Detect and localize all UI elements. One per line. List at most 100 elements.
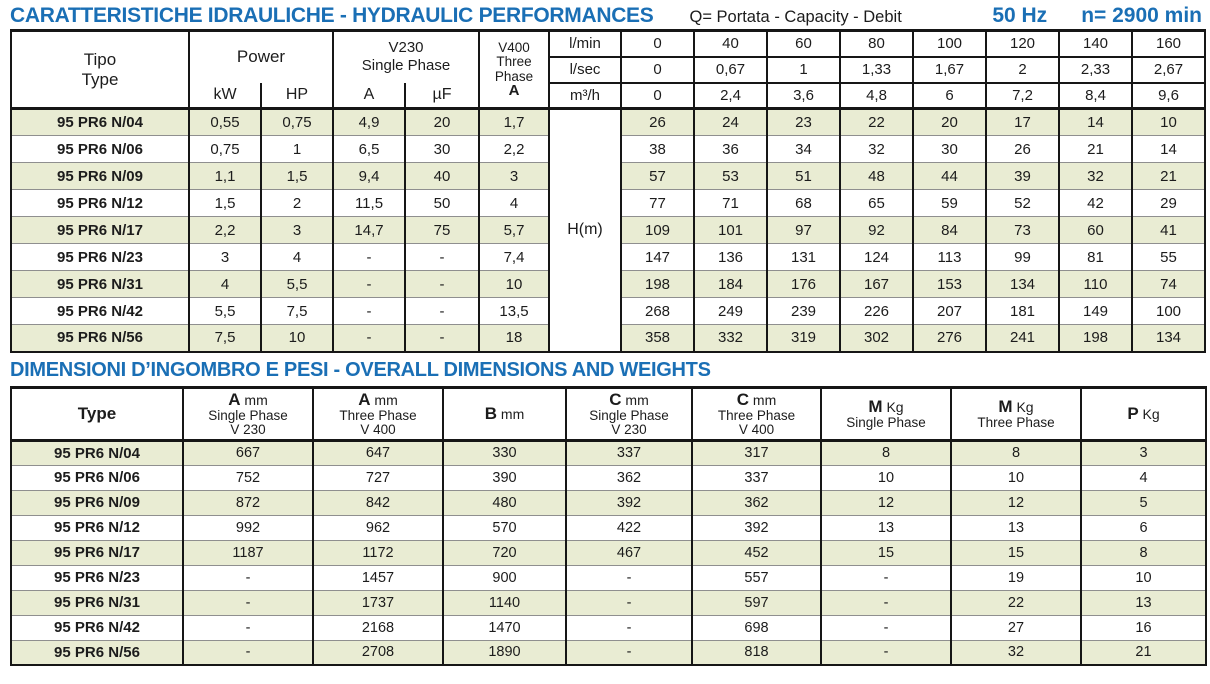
head-value: 24 bbox=[693, 108, 767, 136]
dim-value: 842 bbox=[312, 489, 443, 515]
head-value: 59 bbox=[912, 189, 986, 217]
head-value: 42 bbox=[1058, 189, 1132, 217]
power-hp: 1,5 bbox=[260, 162, 333, 190]
head-value: 51 bbox=[766, 162, 840, 190]
head-value: 113 bbox=[912, 243, 986, 271]
power-kw: 7,5 bbox=[188, 324, 261, 352]
dim-value: 4 bbox=[1080, 464, 1206, 490]
dim-value: 362 bbox=[691, 489, 821, 515]
power-hp: 10 bbox=[260, 324, 333, 352]
current-400: 7,4 bbox=[478, 243, 549, 271]
pump-type: 95 PR6 N/31 bbox=[10, 270, 189, 298]
column-header-tipo-it: Tipo bbox=[83, 49, 117, 69]
dim-value: 900 bbox=[442, 564, 566, 590]
dim-value: 1457 bbox=[312, 564, 443, 590]
dim-value: 872 bbox=[182, 489, 313, 515]
dim-value: - bbox=[565, 639, 692, 665]
head-value: 147 bbox=[620, 243, 694, 271]
dim-value: 15 bbox=[950, 539, 1081, 565]
dim-column-header-8: P Kg bbox=[1080, 387, 1206, 440]
column-header-hp: HP bbox=[260, 82, 333, 109]
head-value: 124 bbox=[839, 243, 913, 271]
head-value: 20 bbox=[912, 108, 986, 136]
flow-value-m3h-1: 2,4 bbox=[693, 82, 767, 109]
pump-type: 95 PR6 N/17 bbox=[10, 216, 189, 244]
dim-value: 698 bbox=[691, 614, 821, 640]
current-230: 14,7 bbox=[332, 216, 405, 244]
flow-value-lmin-5: 120 bbox=[985, 30, 1059, 58]
head-value: 249 bbox=[693, 297, 767, 325]
dimensions-row-0: 95 PR6 N/04 667 647 330 337 317 8 8 3 bbox=[10, 439, 1206, 465]
hydraulic-row-0: 95 PR6 N/04 0,55 0,75 4,9 20 1,7 H(m) 26 24 23 22 2… bbox=[10, 108, 1205, 352]
pump-type: 95 PR6 N/23 bbox=[10, 243, 189, 271]
dim-header-letter: A bbox=[358, 389, 371, 409]
dim-value: 317 bbox=[691, 439, 821, 465]
pump-type: 95 PR6 N/23 bbox=[10, 564, 183, 590]
dim-column-header-4: C mm Single Phase V 230 bbox=[565, 387, 692, 440]
dim-value: 13 bbox=[820, 514, 951, 540]
head-value: 101 bbox=[693, 216, 767, 244]
flow-value-lmin-0: 0 bbox=[620, 30, 694, 58]
dim-value: 8 bbox=[950, 439, 1081, 465]
head-value: 109 bbox=[620, 216, 694, 244]
head-value: 167 bbox=[839, 270, 913, 298]
dim-value: 10 bbox=[820, 464, 951, 490]
hydraulic-performance-table: Tipo Type Power V230 Single Phase V400 T… bbox=[10, 29, 1206, 353]
pump-type: 95 PR6 N/12 bbox=[10, 189, 189, 217]
head-value: 73 bbox=[985, 216, 1059, 244]
head-value: 71 bbox=[693, 189, 767, 217]
unit-m3h: m³/h bbox=[548, 82, 621, 109]
capacitor-uf: 30 bbox=[404, 135, 479, 163]
single-phase-label: Single Phase bbox=[361, 57, 451, 75]
current-400: 2,2 bbox=[478, 135, 549, 163]
flow-value-lsec-3: 1,33 bbox=[839, 56, 913, 84]
head-value: 302 bbox=[839, 324, 913, 352]
head-value: 57 bbox=[620, 162, 694, 190]
dim-column-header-0: Type bbox=[10, 387, 183, 440]
dim-value: - bbox=[820, 614, 951, 640]
power-hp: 2 bbox=[260, 189, 333, 217]
head-value: 77 bbox=[620, 189, 694, 217]
power-kw: 1,1 bbox=[188, 162, 261, 190]
current-400: 3 bbox=[478, 162, 549, 190]
hydraulic-row-1: 95 PR6 N/06 0,75 1 6,5 30 2,2 38 36 34 32 30 26 21 14 bbox=[10, 135, 1205, 163]
head-value: 97 bbox=[766, 216, 840, 244]
head-value: 319 bbox=[766, 324, 840, 352]
dimensions-row-6: 95 PR6 N/31-1737 1140-597-22 13 bbox=[10, 589, 1206, 615]
head-value: 44 bbox=[912, 162, 986, 190]
pump-type: 95 PR6 N/06 bbox=[10, 464, 183, 490]
hydraulic-row-8: 95 PR6 N/56 7,5 10- -18 358 332 319 302 276 241 19… bbox=[10, 324, 1205, 352]
three-label: Three bbox=[496, 54, 532, 69]
current-400: 1,7 bbox=[478, 108, 549, 136]
dim-value: 10 bbox=[1080, 564, 1206, 590]
dim-value: 647 bbox=[312, 439, 443, 465]
section-title-hydraulic: CARATTERISTICHE IDRAULICHE - HYDRAULIC P… bbox=[10, 4, 654, 27]
power-hp: 5,5 bbox=[260, 270, 333, 298]
dim-header-letter: C bbox=[736, 389, 750, 409]
power-hp: 3 bbox=[260, 216, 333, 244]
pump-type: 95 PR6 N/04 bbox=[10, 108, 189, 136]
current-230: - bbox=[332, 324, 405, 352]
dim-value: 5 bbox=[1080, 489, 1206, 515]
dimensions-row-8: 95 PR6 N/56-2708 1890-818-32 21 bbox=[10, 639, 1206, 665]
head-value: 65 bbox=[839, 189, 913, 217]
flow-value-m3h-4: 6 bbox=[912, 82, 986, 109]
column-header-type: Tipo Type bbox=[10, 30, 189, 109]
head-value: 14 bbox=[1058, 108, 1132, 136]
head-value: 276 bbox=[912, 324, 986, 352]
capacitor-uf: 75 bbox=[404, 216, 479, 244]
dimensions-row-1: 95 PR6 N/06 752 727 390 362 337 10 10 4 bbox=[10, 464, 1206, 490]
dim-value: 19 bbox=[950, 564, 1081, 590]
dim-value: 422 bbox=[565, 514, 692, 540]
dim-header-unit: mm bbox=[749, 391, 777, 408]
head-value: 184 bbox=[693, 270, 767, 298]
dim-value: - bbox=[182, 614, 313, 640]
pump-type: 95 PR6 N/17 bbox=[10, 539, 183, 565]
dim-column-header-1: A mm Single Phase V 230 bbox=[182, 387, 313, 440]
v230-label: V230 bbox=[388, 39, 424, 57]
dim-value: 557 bbox=[691, 564, 821, 590]
flow-value-lsec-6: 2,33 bbox=[1058, 56, 1132, 84]
dim-header-unit: Kg bbox=[882, 398, 904, 415]
hydraulic-row-5: 95 PR6 N/23 3 4- -7,4 147 136 131 124 113 99 81 55 bbox=[10, 243, 1205, 271]
flow-value-lsec-1: 0,67 bbox=[693, 56, 767, 84]
